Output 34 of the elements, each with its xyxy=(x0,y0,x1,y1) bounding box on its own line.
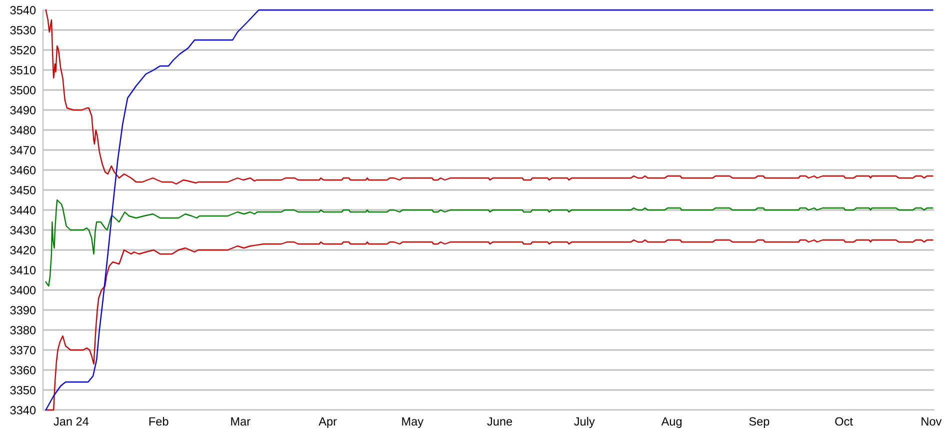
y-tick-label: 3340 xyxy=(10,406,36,414)
x-tick-label: Sep xyxy=(749,417,770,428)
y-tick-label: 3540 xyxy=(10,6,36,14)
x-tick-label: Nov xyxy=(922,417,942,426)
y-tick-label: 3420 xyxy=(10,246,36,254)
y-tick-label: 3360 xyxy=(10,366,36,374)
x-tick-label: Oct xyxy=(835,417,853,426)
y-tick-label: 3390 xyxy=(10,306,36,314)
y-tick-label: 3490 xyxy=(10,106,36,114)
y-tick-label: 3400 xyxy=(10,286,36,294)
y-tick-label: 3410 xyxy=(10,266,36,274)
x-tick-label: Mar xyxy=(231,417,250,426)
y-tick-label: 3460 xyxy=(10,166,36,174)
x-tick-label: Feb xyxy=(149,416,168,426)
x-tick-label: June xyxy=(487,417,512,426)
y-tick-label: 3350 xyxy=(10,386,36,394)
y-tick-label: 3520 xyxy=(10,46,36,54)
y-tick-label: 3480 xyxy=(10,126,36,134)
x-tick-label: July xyxy=(574,416,595,428)
y-tick-label: 3470 xyxy=(10,146,36,154)
y-tick-label: 3380 xyxy=(10,326,36,334)
y-tick-label: 3370 xyxy=(10,346,36,354)
line-series xyxy=(45,199,934,287)
x-tick-label: Jan 24 xyxy=(54,417,89,426)
line-series xyxy=(45,9,934,411)
y-tick-label: 3450 xyxy=(10,186,36,194)
y-tick-label: 3500 xyxy=(10,86,36,94)
y-tick-label: 3510 xyxy=(10,66,36,74)
y-tick-label: 3530 xyxy=(10,26,36,34)
x-tick-label: Aug xyxy=(661,417,682,428)
x-tick-label: May xyxy=(402,417,424,428)
y-tick-label: 3440 xyxy=(10,206,36,214)
x-tick-label: Apr xyxy=(318,417,337,428)
y-tick-label: 3430 xyxy=(10,226,36,234)
